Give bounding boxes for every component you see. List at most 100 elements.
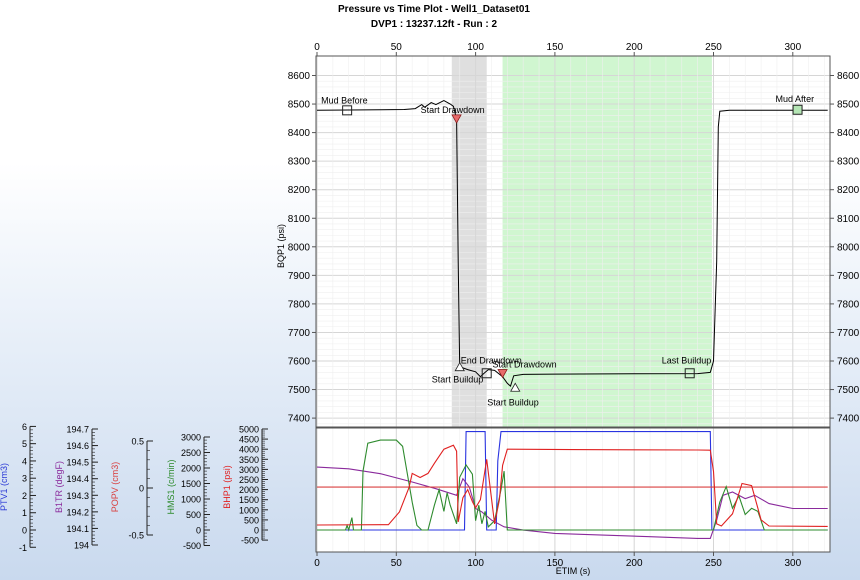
- main-y-tick-label-right: 7700: [837, 328, 860, 339]
- x-tick-label-top: 0: [314, 42, 320, 53]
- x-tick-label-bottom: 200: [626, 558, 643, 569]
- lower-axis-tick-label: 500: [244, 515, 259, 525]
- x-tick-label-bottom: 150: [547, 558, 564, 569]
- marker-triangle-down: [497, 369, 508, 379]
- marker-label: Start Buildup: [487, 397, 539, 407]
- lower-axis-tick-label: 2500: [239, 475, 259, 485]
- lower-axis-tick-label: 500: [186, 510, 201, 520]
- ptv1-line: [317, 431, 828, 531]
- marker-label: Mud After: [776, 94, 815, 104]
- lower-axis-tick-label: 194.5: [66, 458, 89, 468]
- lower-axis-tick-label: 0: [254, 526, 259, 536]
- marker-square: [342, 105, 353, 116]
- main-y-tick-label-left: 8300: [288, 157, 311, 168]
- main-y-tick-label-left: 8400: [288, 128, 311, 139]
- lower-axis-tick-label: -1: [19, 543, 27, 553]
- lower-axis-tick-label: 2500: [181, 448, 201, 458]
- lower-axis-tick-label: 194.3: [66, 491, 89, 501]
- marker-triangle-up: [510, 382, 521, 392]
- marker-label: Start Buildup: [432, 375, 484, 385]
- x-tick-label-top: 150: [547, 42, 564, 53]
- lower-plot-border: [315, 427, 831, 553]
- lower-axis-title: BHP1 (psi): [222, 465, 232, 509]
- lower-axis-tick-label: 2000: [239, 485, 259, 495]
- lower-axis-tick-label: 0.5: [131, 437, 144, 447]
- lower-y-axes-panel: -1 0 1 2 3 4 5 6 PTV1 (cm3) 194 194.1 194.2 194.3 194…: [0, 422, 268, 553]
- marker-label: End Drawdown: [461, 355, 522, 365]
- x-tick-label-bottom: 100: [467, 558, 484, 569]
- lower-axis-title: HMS1 (c/min): [166, 459, 176, 514]
- main-y-tick-label-right: 7500: [837, 385, 860, 396]
- lower-axis-tick-label: 194: [74, 541, 89, 551]
- lower-axis-tick-label: 1000: [239, 505, 259, 515]
- x-tick-label-top: 50: [391, 42, 403, 53]
- lower-axis-tick-label: 5000: [239, 425, 259, 435]
- marker-label: Mud Before: [321, 95, 368, 105]
- main-plot-border: [315, 55, 831, 428]
- lower-axis-title: POPV (cm3): [110, 462, 120, 513]
- lower-axis-tick-label: 194.2: [66, 507, 89, 517]
- marker-triangle-up: [454, 361, 465, 372]
- lower-axis-tick-label: 2000: [181, 464, 201, 474]
- chart-subtitle: DVP1 : 13237.12ft - Run : 2: [371, 19, 498, 30]
- lower-axis-tick-label: 4000: [239, 445, 259, 455]
- x-tick-label-top: 250: [705, 42, 722, 53]
- main-y-tick-label-right: 8400: [837, 128, 860, 139]
- main-y-tick-label-left: 8200: [288, 185, 311, 196]
- main-y-tick-label-left: 7600: [288, 357, 311, 368]
- main-y-tick-label-right: 7400: [837, 414, 860, 425]
- x-tick-label-top: 200: [626, 42, 643, 53]
- lower-axis-tick-label: 0: [22, 526, 27, 536]
- lower-plot-background: [316, 428, 830, 552]
- marker-square: [684, 368, 695, 379]
- marker-label: Last Buildup: [662, 355, 712, 365]
- main-pressure-plot: Mud Before Start Drawdown Start Buildup End…: [288, 42, 860, 428]
- main-y-tick-label-right: 8200: [837, 185, 860, 196]
- hms1-line: [317, 439, 828, 532]
- main-y-tick-label-right: 8600: [837, 71, 860, 82]
- main-y-axis-label: BQP1 (psi): [276, 224, 286, 268]
- main-y-tick-label-left: 7500: [288, 385, 311, 396]
- lower-axis-tick-label: 3000: [181, 433, 201, 443]
- marker-triangle-down: [451, 114, 462, 124]
- marker-label: Start Drawdown: [493, 360, 557, 370]
- main-y-tick-label-left: 8600: [288, 71, 311, 82]
- lower-multi-axis-plot: 0 50 100 150 200 250 300: [314, 427, 831, 569]
- shaded-region-1: [502, 56, 712, 427]
- x-tick-label-bottom: 250: [705, 558, 722, 569]
- main-y-tick-label-right: 8300: [837, 157, 860, 168]
- lower-axis-tick-label: -0.5: [128, 531, 144, 541]
- marker-label: Start Drawdown: [421, 105, 485, 115]
- lower-axis-tick-label: 194.4: [66, 474, 89, 484]
- lower-axis-tick-label: 194.7: [66, 425, 89, 435]
- lower-axis-tick-label: -500: [241, 536, 259, 546]
- lower-axis-tick-label: 194.6: [66, 441, 89, 451]
- marker-square: [792, 104, 803, 115]
- main-y-tick-label-right: 7800: [837, 299, 860, 310]
- main-y-tick-label-right: 8500: [837, 100, 860, 111]
- lower-axis-tick-label: 1: [22, 508, 27, 518]
- lower-axis-tick-label: 1000: [181, 495, 201, 505]
- main-y-tick-label-left: 7800: [288, 299, 311, 310]
- main-y-tick-label-right: 8100: [837, 214, 860, 225]
- bqp1-pressure-line: [316, 100, 828, 387]
- lower-axis-tick-label: 1500: [239, 495, 259, 505]
- lower-axis-tick-label: 3: [22, 474, 27, 484]
- x-tick-label-bottom: 50: [391, 558, 403, 569]
- lower-axis-tick-label: 3500: [239, 455, 259, 465]
- x-axis-label: ETIM (s): [556, 566, 591, 576]
- x-tick-label-bottom: 300: [784, 558, 801, 569]
- lower-axis-tick-label: 5: [22, 439, 27, 449]
- main-y-tick-label-left: 8000: [288, 242, 311, 253]
- lower-axis-tick-label: 0: [139, 484, 144, 494]
- main-y-tick-label-left: 7400: [288, 414, 311, 425]
- lower-axis-tick-label: 6: [22, 422, 27, 432]
- main-y-tick-label-left: 8500: [288, 100, 311, 111]
- x-tick-label-bottom: 0: [314, 558, 320, 569]
- lower-axis-tick-label: 1500: [181, 479, 201, 489]
- main-y-tick-label-right: 8000: [837, 242, 860, 253]
- lower-axis-tick-label: 2: [22, 491, 27, 501]
- main-y-tick-label-right: 7600: [837, 357, 860, 368]
- x-tick-label-top: 300: [784, 42, 801, 53]
